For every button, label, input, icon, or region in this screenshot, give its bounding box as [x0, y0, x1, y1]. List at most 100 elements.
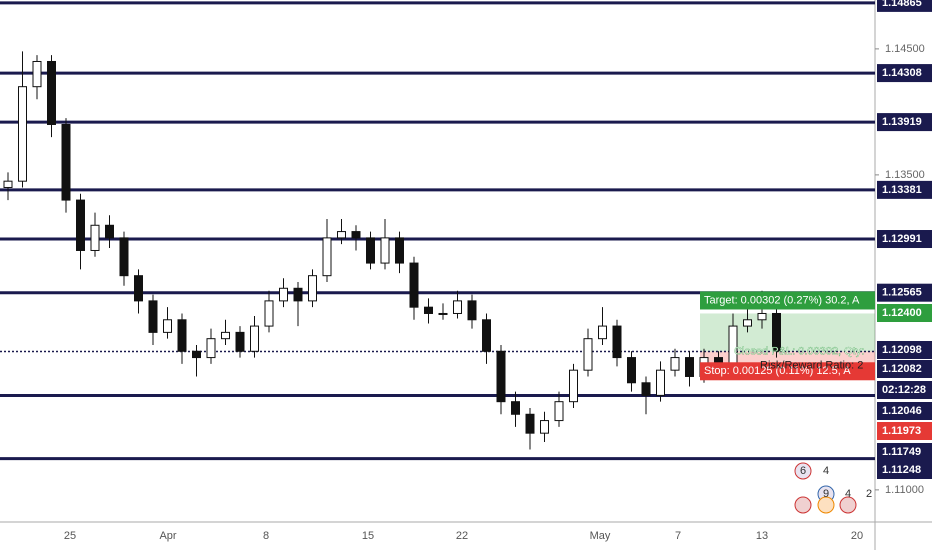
badge-count: 2: [866, 488, 872, 500]
level-price-label-bg: [877, 0, 932, 12]
level-price-label: 1.11749: [882, 446, 921, 458]
flag-icons[interactable]: 6 4 9 4 2: [794, 462, 872, 514]
level-price-label: 1.13919: [882, 116, 922, 128]
price-label: 1.12082: [882, 363, 922, 375]
candle-body: [105, 224, 114, 239]
badge-count: 4: [823, 465, 829, 477]
candle-body: [337, 231, 346, 239]
level-price-label: 1.13381: [882, 184, 922, 196]
candle-body: [293, 287, 303, 302]
candle-body: [235, 331, 245, 352]
candle-body: [656, 369, 665, 396]
stop-label: Stop: 0.00125 (0.11%) 12.5, A: [704, 365, 851, 377]
level-price-label-bg: [877, 341, 932, 359]
level-price-label-bg: [877, 230, 932, 249]
candle-body: [772, 312, 781, 352]
candle-body: [322, 237, 332, 277]
candle-body: [76, 199, 85, 251]
badge-count: 9: [823, 488, 829, 500]
price-tick-label: 1.14500: [885, 43, 925, 55]
candle-body: [569, 369, 578, 403]
candle-body: [308, 275, 317, 302]
candle-body: [453, 300, 462, 314]
stop-price-label-bg: [877, 422, 932, 440]
candle-body: [743, 319, 752, 327]
candle-body: [221, 331, 230, 340]
level-price-label: 1.12991: [882, 233, 922, 245]
candle-body: [598, 325, 607, 340]
price-label-bg: [877, 360, 932, 378]
price-label: 1.12046: [882, 405, 922, 417]
candle-body: [351, 231, 361, 239]
candle-body: [279, 287, 288, 302]
stop-price-label: 1.11973: [882, 425, 921, 437]
date-label: Apr: [159, 530, 176, 542]
price-label-bg: [877, 402, 932, 420]
stop-label-bg: [700, 362, 875, 381]
flag-icon[interactable]: [817, 496, 835, 514]
target-label: Target: 0.00302 (0.27%) 30.2, A: [704, 294, 860, 306]
countdown-label: 02:12:28: [882, 384, 926, 396]
candle-body: [148, 300, 158, 333]
candle-body: [61, 123, 71, 201]
badge-count: 6: [800, 465, 806, 477]
candle-body: [409, 262, 419, 308]
candle-body: [482, 319, 491, 352]
candle-body: [192, 350, 201, 359]
level-price-label: 1.12565: [882, 287, 922, 299]
candle-body: [163, 319, 172, 333]
level-price-label: 1.14865: [882, 0, 922, 9]
candle-body: [612, 325, 622, 359]
date-label: 8: [263, 530, 269, 542]
candle-body: [467, 300, 477, 321]
level-price-label: 1.14308: [882, 67, 922, 79]
candle-body: [380, 237, 390, 264]
candle-body: [511, 401, 520, 415]
candle-body: [119, 237, 129, 277]
candle-body: [395, 237, 404, 264]
date-label: 25: [64, 530, 76, 542]
candle-body: [90, 224, 100, 251]
price-tick-label: 1.13500: [885, 169, 925, 181]
price-tick-label: 1.11000: [885, 484, 924, 496]
candle-body: [670, 357, 680, 371]
candle-body: [3, 180, 13, 188]
risk-reward-label: Risk/Reward Ratio: 2: [760, 359, 863, 371]
date-label: 13: [756, 530, 768, 542]
candle-body: [757, 312, 767, 321]
target-price-label-bg: [877, 304, 932, 322]
candle-body: [438, 312, 448, 315]
candle-body: [47, 60, 56, 125]
candle-body: [177, 319, 187, 352]
countdown-label-bg: [877, 381, 932, 399]
candle-body: [583, 338, 593, 371]
candle-body: [525, 413, 535, 434]
candle-body: [32, 60, 42, 88]
candle-body: [627, 357, 636, 384]
level-price-label: 1.11248: [882, 464, 921, 476]
closed-pnl-label: Closed P&L: 0.00302, Qty:: [734, 345, 864, 357]
flag-icon[interactable]: [794, 496, 812, 514]
date-label: 7: [675, 530, 681, 542]
candle-body: [685, 357, 694, 377]
candle-body: [18, 86, 27, 182]
candle-body: [206, 338, 216, 359]
candle-body: [134, 275, 143, 302]
candle-body: [264, 300, 274, 327]
level-price-label-bg: [877, 64, 932, 83]
candle-body: [366, 237, 375, 264]
candle-body: [250, 325, 259, 352]
candle-body: [641, 382, 651, 396]
badge-count: 4: [845, 488, 851, 500]
candle-body: [496, 350, 506, 403]
date-label: 15: [362, 530, 374, 542]
date-label: 22: [456, 530, 468, 542]
level-price-label: 1.12098: [882, 344, 922, 356]
level-price-label-bg: [877, 461, 932, 479]
level-price-label-bg: [877, 113, 932, 132]
flag-icon[interactable]: [794, 462, 812, 480]
position-labels: Target: 0.00302 (0.27%) 30.2, A Stop: 0.0…: [700, 291, 875, 381]
flag-icon[interactable]: [839, 496, 857, 514]
